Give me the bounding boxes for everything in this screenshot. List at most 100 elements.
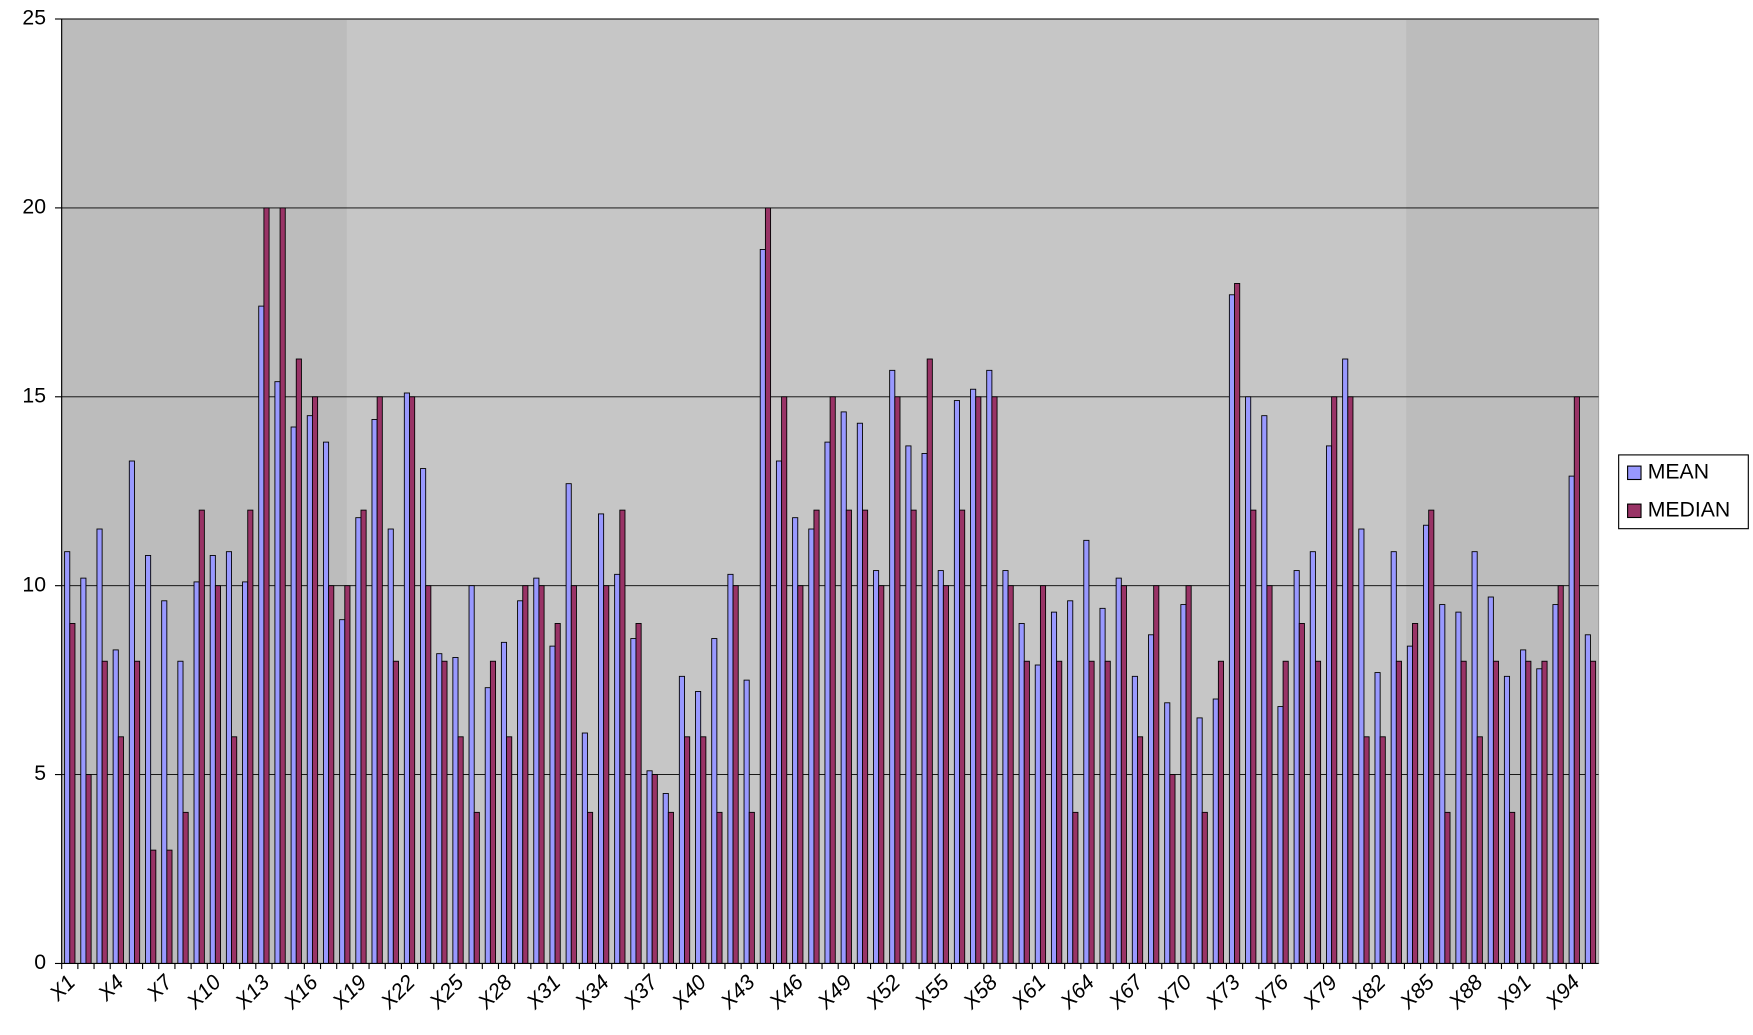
bar <box>376 396 383 964</box>
bar <box>1455 611 1462 964</box>
bar <box>1083 539 1090 964</box>
bar <box>322 441 330 964</box>
x-tick-label: X16 <box>279 971 323 1015</box>
bar <box>1088 660 1095 964</box>
bar <box>409 396 416 964</box>
bar <box>274 381 281 964</box>
bar <box>646 770 653 964</box>
bar <box>635 623 642 964</box>
bar <box>630 638 637 964</box>
bar <box>101 660 108 964</box>
bar <box>554 623 561 964</box>
bar <box>781 396 788 964</box>
bar <box>96 528 103 964</box>
bar <box>1342 358 1349 964</box>
legend-swatch <box>1627 503 1642 519</box>
bar <box>1201 811 1208 964</box>
bar <box>565 483 572 964</box>
bar <box>1309 551 1316 964</box>
bar <box>134 660 141 964</box>
bar <box>1363 736 1370 964</box>
x-tick-label: X73 <box>1201 971 1245 1015</box>
bar <box>1072 811 1079 964</box>
legend-swatch <box>1627 465 1642 481</box>
bar <box>85 774 92 964</box>
bar <box>937 570 944 964</box>
bar <box>1148 634 1155 964</box>
bar <box>242 581 249 964</box>
bar <box>1277 706 1284 964</box>
x-tick-label: X76 <box>1250 971 1294 1015</box>
bar <box>1039 585 1047 964</box>
bar <box>1067 600 1074 964</box>
bar <box>845 509 852 964</box>
bar <box>975 396 982 964</box>
bar <box>619 509 626 964</box>
bar <box>247 509 254 964</box>
bar <box>1034 664 1041 964</box>
bar <box>1492 660 1500 964</box>
bar <box>942 585 949 964</box>
bar <box>1590 660 1597 964</box>
x-tick-label: X82 <box>1347 971 1391 1015</box>
bar <box>522 585 529 964</box>
bar <box>198 509 205 964</box>
bar <box>792 517 799 964</box>
bar <box>1509 811 1516 964</box>
bar <box>1245 396 1252 964</box>
bar <box>1374 672 1381 964</box>
bar <box>700 736 707 964</box>
bar <box>1196 717 1203 964</box>
x-tick-label: X10 <box>182 971 226 1015</box>
bar <box>1347 396 1354 964</box>
bar <box>991 396 998 964</box>
x-tick-label: X43 <box>716 971 760 1015</box>
bar <box>1423 524 1430 964</box>
bar <box>489 660 497 964</box>
bar <box>290 426 297 964</box>
bar <box>614 573 621 964</box>
bar <box>1428 509 1435 964</box>
bar <box>905 445 912 964</box>
x-tick-label: X28 <box>473 971 517 1015</box>
bar <box>910 509 917 964</box>
bar <box>150 849 157 964</box>
bar <box>263 207 270 964</box>
x-tick-label: X88 <box>1444 971 1488 1015</box>
bar <box>1471 551 1478 964</box>
bar <box>1536 668 1543 964</box>
bar <box>517 600 524 964</box>
x-tick-label: X22 <box>376 971 420 1015</box>
x-tick-label: X37 <box>619 970 664 1015</box>
bar <box>457 736 464 964</box>
bar <box>182 811 189 964</box>
bar <box>1552 604 1559 964</box>
bar <box>953 400 960 964</box>
y-tick-label: 0 <box>34 951 46 974</box>
legend-label: MEDIAN <box>1648 498 1731 521</box>
x-tick-label: X70 <box>1153 971 1197 1015</box>
bar <box>695 691 702 964</box>
bar <box>355 517 362 964</box>
bar <box>1525 660 1532 964</box>
bar <box>279 207 286 964</box>
bar <box>1023 660 1030 964</box>
x-tick-label: X13 <box>230 971 274 1015</box>
bar <box>970 388 977 964</box>
bar <box>64 551 71 964</box>
bar <box>441 660 448 964</box>
y-tick-label: 20 <box>22 196 46 219</box>
bar <box>371 419 378 964</box>
bar <box>1406 645 1413 964</box>
bar <box>436 653 443 964</box>
y-tick-label: 25 <box>22 7 46 30</box>
x-tick-label: X4 <box>93 971 128 1006</box>
bar <box>743 679 750 964</box>
y-tick-label: 15 <box>22 384 46 407</box>
plot-band <box>1406 19 1599 964</box>
bar <box>878 585 885 964</box>
bar <box>533 577 540 964</box>
bar <box>856 422 863 964</box>
x-tick-label: X1 <box>45 971 80 1006</box>
